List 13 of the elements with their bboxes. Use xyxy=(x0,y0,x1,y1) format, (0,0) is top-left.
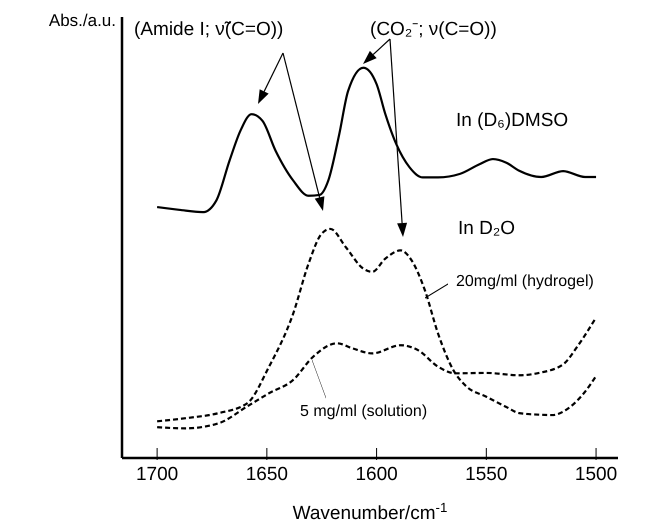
series-label: 5 mg/ml (solution) xyxy=(300,403,428,420)
text: (CO₂⁻; ν(C=O)) xyxy=(370,19,497,40)
text: In (D₆)DMSO xyxy=(456,110,568,131)
x-tick-label: 1650 xyxy=(246,464,288,485)
x-tick-label: 1500 xyxy=(574,464,618,485)
text: (Amide I; ν̃(C=O)) xyxy=(134,19,284,40)
x-tick-label: 1700 xyxy=(136,464,178,485)
legend-label: 20mg/ml (hydrogel) xyxy=(456,273,594,290)
y-axis-title: Abs./a.u. xyxy=(48,11,116,30)
x-tick-label: 1550 xyxy=(465,464,508,485)
annotation: In D₂O xyxy=(458,218,515,239)
x-tick-label: 1600 xyxy=(355,464,398,485)
x-axis-title: Wavenumber/cm$^{-1}$ xyxy=(292,500,448,524)
